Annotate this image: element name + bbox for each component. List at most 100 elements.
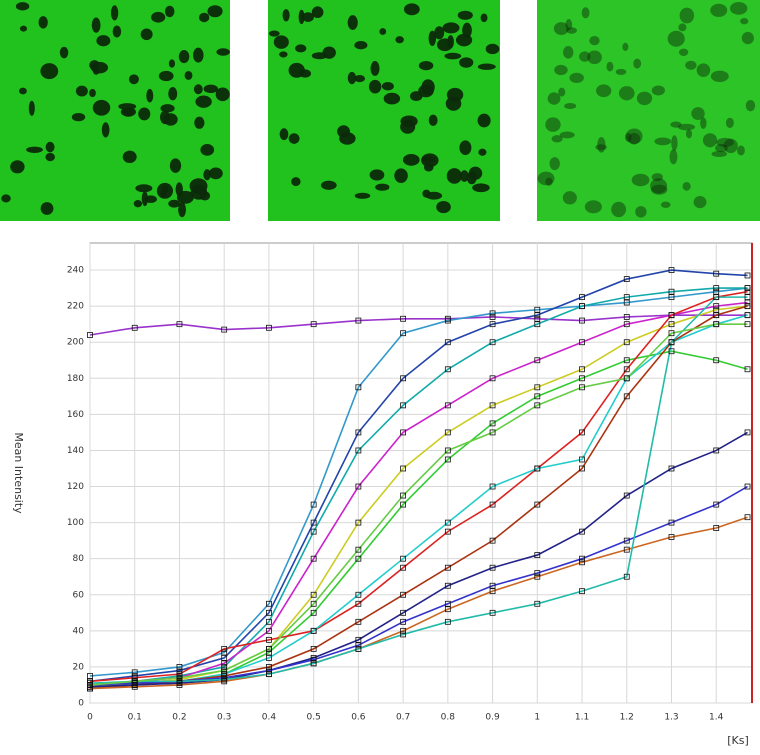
- cell: [445, 96, 462, 111]
- point-marker: [744, 321, 751, 328]
- point-marker: [444, 528, 451, 535]
- point-marker: [310, 501, 317, 508]
- cell: [158, 70, 174, 82]
- point-marker: [355, 591, 362, 598]
- point-marker: [713, 321, 720, 328]
- cell: [693, 195, 707, 209]
- point-marker: [744, 303, 751, 310]
- series-line: [89, 305, 748, 688]
- cell: [368, 79, 382, 94]
- point-marker: [713, 285, 720, 291]
- y-tick-label: 40: [73, 626, 85, 636]
- point-marker: [489, 564, 496, 571]
- point-marker: [131, 674, 138, 681]
- cell: [163, 113, 178, 126]
- point-marker: [623, 314, 630, 320]
- point-marker: [713, 288, 720, 295]
- cell: [410, 91, 423, 102]
- cell: [565, 19, 573, 31]
- x-tick-label: 0.6: [351, 713, 366, 723]
- cell: [551, 135, 563, 143]
- point-marker: [400, 330, 407, 337]
- point-marker: [623, 366, 630, 373]
- cell: [151, 11, 166, 23]
- cell: [425, 191, 443, 200]
- cell: [636, 91, 653, 106]
- point-marker: [579, 456, 585, 463]
- point-marker: [489, 321, 496, 328]
- cell: [112, 25, 122, 38]
- point-marker: [131, 669, 138, 676]
- point-marker: [489, 501, 496, 508]
- cell: [737, 145, 745, 156]
- point-marker: [266, 667, 272, 674]
- plot-area: [89, 242, 753, 704]
- cell: [354, 192, 371, 199]
- cell: [472, 183, 490, 193]
- cell: [596, 84, 612, 98]
- cell: [741, 31, 754, 45]
- series-line: [89, 301, 748, 686]
- point-marker: [131, 678, 138, 685]
- y-tick-label: 140: [67, 446, 84, 456]
- point-marker: [744, 272, 751, 279]
- cell: [122, 150, 137, 164]
- cell: [459, 140, 472, 156]
- cell: [207, 5, 223, 18]
- point-marker: [221, 645, 228, 652]
- cell: [710, 3, 728, 17]
- point-marker: [668, 465, 675, 472]
- x-tick-label: 0.7: [396, 713, 410, 723]
- micrographs: [0, 0, 760, 221]
- cell: [723, 138, 738, 154]
- y-axis-label: Mean Intensity: [12, 432, 25, 514]
- cell: [146, 88, 154, 103]
- point-marker: [579, 588, 585, 595]
- cell: [622, 42, 629, 51]
- x-tick-label: 1.2: [620, 713, 634, 723]
- cell: [702, 133, 718, 148]
- cell: [40, 63, 59, 80]
- point-marker: [221, 660, 228, 667]
- cell: [354, 41, 368, 50]
- cell: [140, 28, 153, 41]
- point-marker: [579, 339, 585, 346]
- cell: [581, 7, 590, 19]
- point-marker: [623, 276, 630, 282]
- point-marker: [310, 591, 317, 598]
- cell: [696, 63, 711, 77]
- point-marker: [444, 429, 451, 436]
- point-marker: [400, 402, 407, 409]
- cell: [19, 87, 27, 95]
- cell: [679, 7, 695, 24]
- cell: [545, 177, 553, 186]
- cell: [428, 114, 438, 126]
- point-marker: [355, 519, 362, 526]
- cell: [198, 12, 210, 23]
- point-marker: [221, 664, 228, 670]
- point-marker: [266, 671, 272, 678]
- cell: [311, 6, 324, 19]
- point-marker: [355, 384, 362, 391]
- cell: [28, 100, 35, 116]
- cell: [685, 129, 693, 139]
- cell: [288, 62, 305, 78]
- point-marker: [444, 456, 451, 463]
- cell: [566, 27, 577, 34]
- cell: [194, 116, 205, 129]
- point-marker: [355, 555, 362, 562]
- point-marker: [400, 429, 407, 436]
- point-marker: [444, 366, 451, 373]
- cell: [395, 36, 404, 44]
- point-marker: [400, 501, 407, 508]
- cell: [678, 48, 689, 56]
- point-marker: [489, 588, 496, 595]
- cell: [559, 131, 575, 139]
- point-marker: [489, 582, 496, 589]
- point-marker: [489, 375, 496, 382]
- point-marker: [400, 555, 407, 562]
- point-marker: [668, 312, 675, 319]
- cell: [193, 47, 204, 63]
- point-marker: [668, 519, 675, 526]
